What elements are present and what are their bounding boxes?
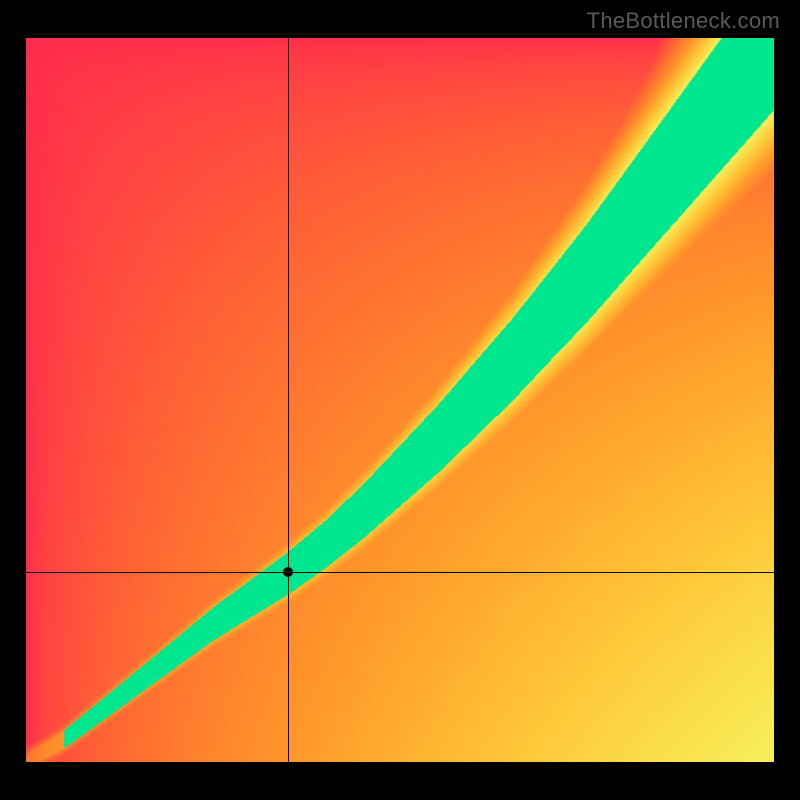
heatmap-canvas: [26, 38, 774, 762]
crosshair-horizontal: [26, 572, 774, 573]
crosshair-vertical: [288, 38, 289, 762]
heatmap-plot: [26, 38, 774, 762]
marker-dot: [283, 567, 293, 577]
watermark-text: TheBottleneck.com: [587, 8, 780, 34]
